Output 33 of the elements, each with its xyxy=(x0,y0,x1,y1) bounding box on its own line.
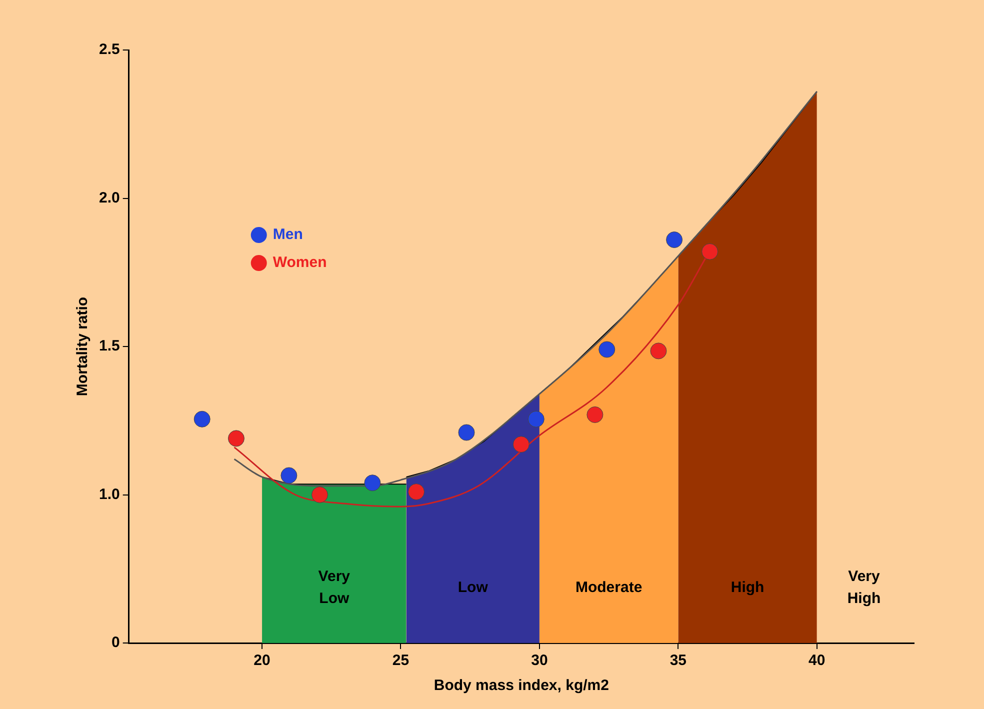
series-label: Moderate xyxy=(575,579,642,596)
point xyxy=(512,436,530,453)
y-tick-label: 1.5 xyxy=(98,338,120,355)
series-label: Low xyxy=(458,579,488,596)
point xyxy=(194,410,210,428)
point xyxy=(228,430,244,447)
series-label: High xyxy=(730,579,764,596)
y-tick-label: 2.0 xyxy=(98,189,120,206)
series-label: Very Low xyxy=(318,568,351,608)
legend-label: Women xyxy=(272,254,327,272)
point xyxy=(650,342,667,360)
point xyxy=(598,341,616,358)
point xyxy=(528,410,544,428)
point xyxy=(458,424,475,441)
y-tick-label: 0 xyxy=(112,634,120,652)
x-tick-label: 20 xyxy=(254,652,270,670)
point xyxy=(586,406,604,423)
x-tick-label: 35 xyxy=(670,652,687,670)
legend-label: Men xyxy=(272,226,303,244)
point xyxy=(666,232,683,248)
point xyxy=(311,486,328,503)
x-tick-label: 25 xyxy=(392,652,410,670)
annotation: Very High xyxy=(847,568,881,608)
point xyxy=(702,243,718,260)
point xyxy=(280,467,298,484)
y-axis-title: Mortality ratio xyxy=(74,296,92,396)
y-tick-label: 2.5 xyxy=(98,41,120,58)
x-tick-label: 40 xyxy=(808,652,826,670)
x-tick-label: 30 xyxy=(531,652,548,670)
x-axis-title: Body mass index, kg/m2 xyxy=(434,677,609,694)
y-tick-label: 1.0 xyxy=(98,486,120,503)
point xyxy=(408,484,425,500)
point xyxy=(364,474,381,492)
